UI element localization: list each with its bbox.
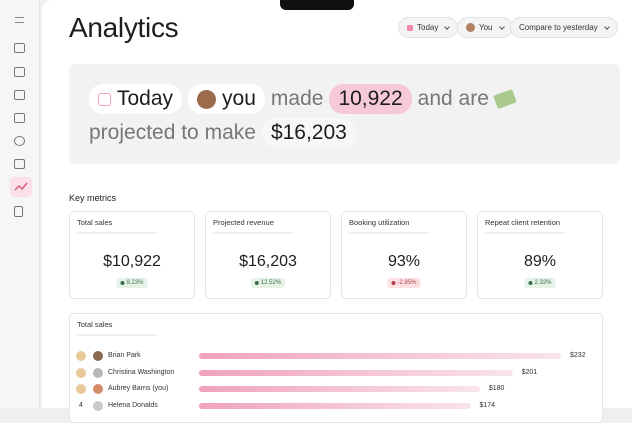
avatar xyxy=(93,384,103,394)
change-text: 2.32% xyxy=(534,280,552,286)
date-text: Today xyxy=(117,87,174,110)
summary-banner: Today you made 10,922 and are projected … xyxy=(69,64,620,164)
card-title: Repeat client retention xyxy=(485,218,561,227)
person-chip: you xyxy=(188,84,265,114)
date-filter[interactable]: Today xyxy=(398,17,459,38)
staff-name: Christina Washington xyxy=(108,368,175,376)
metric-value: 93% xyxy=(387,253,421,270)
metric-card: Projected revenue $16,203 12.52% xyxy=(205,211,331,299)
summary-text: projected to make xyxy=(89,121,256,144)
menu-icon[interactable] xyxy=(15,17,24,23)
sales-value: $174 xyxy=(479,401,496,409)
person-text: you xyxy=(222,87,256,110)
calendar-icon xyxy=(98,92,111,106)
divider xyxy=(349,232,429,234)
avatar xyxy=(93,367,103,378)
book-icon[interactable] xyxy=(14,90,25,100)
sales-value: $201 xyxy=(521,368,538,376)
filter-label: You xyxy=(479,23,493,32)
filter-label: Compare to yesterday xyxy=(519,23,598,32)
caret xyxy=(603,23,610,30)
section-title: Key metrics xyxy=(69,193,117,203)
person-filter[interactable]: You xyxy=(457,17,513,38)
rank-medal xyxy=(76,351,86,361)
rank-medal xyxy=(76,367,86,378)
date-chip: Today xyxy=(89,84,183,114)
rank-medal xyxy=(76,384,86,394)
amount-chip: 10,922 xyxy=(329,84,412,114)
team-icon[interactable] xyxy=(14,136,25,146)
rank: 4 xyxy=(79,401,83,409)
date-dot xyxy=(407,24,413,31)
clients-icon[interactable] xyxy=(14,67,25,77)
staff-name: Aubrey Barns (you) xyxy=(108,385,169,392)
change-text: 9.23% xyxy=(126,280,144,286)
sales-row: Aubrey Barns (you) $180 xyxy=(70,383,604,395)
trend-icon xyxy=(528,281,533,285)
sales-bar xyxy=(199,386,480,392)
sales-row: 4 Helena Donalds $174 xyxy=(70,400,604,412)
change-badge: 12.52% xyxy=(250,278,286,288)
avatar xyxy=(93,351,103,361)
camera-notch xyxy=(280,0,354,10)
summary-line: Today you made 10,922 and are xyxy=(89,84,517,114)
divider xyxy=(213,232,293,234)
avatar xyxy=(197,89,217,109)
trend-icon xyxy=(254,281,259,285)
change-badge: 2.32% xyxy=(524,278,556,288)
marketing-icon[interactable] xyxy=(14,113,25,123)
caret xyxy=(444,23,451,30)
compare-filter[interactable]: Compare to yesterday xyxy=(510,17,618,38)
metric-card: Total sales $10,922 9.23% xyxy=(69,211,195,299)
divider xyxy=(77,334,157,336)
sales-bar xyxy=(199,369,513,376)
sales-value: $232 xyxy=(570,352,586,359)
avatar xyxy=(466,23,475,32)
metric-value: 89% xyxy=(523,253,557,270)
sales-row: Brian Park $232 xyxy=(70,350,604,362)
analytics-glyph xyxy=(14,182,28,191)
staff-name: Brian Park xyxy=(108,352,141,359)
reports-icon[interactable] xyxy=(14,206,23,217)
summary-text: made xyxy=(270,87,324,110)
metric-value: $16,203 xyxy=(239,253,297,270)
change-badge: -2.85% xyxy=(387,278,421,288)
page-title: Analytics xyxy=(69,12,179,43)
metric-card: Booking utilization 93% -2.85% xyxy=(341,211,467,299)
divider xyxy=(77,232,157,234)
metric-card: Repeat client retention 89% 2.32% xyxy=(477,211,603,299)
change-text: -2.85% xyxy=(397,280,417,286)
sales-bar xyxy=(199,353,561,359)
sales-bar xyxy=(199,402,471,409)
summary-line: projected to make $16,203 xyxy=(89,118,356,148)
projection-chip: $16,203 xyxy=(261,118,356,148)
trend-icon xyxy=(391,281,396,285)
staff-name: Helena Donalds xyxy=(108,401,158,409)
sales-value: $180 xyxy=(488,385,505,392)
avatar xyxy=(93,400,103,411)
sales-row: Christina Washington $201 xyxy=(70,367,604,379)
trend-icon xyxy=(120,281,125,285)
payments-icon[interactable] xyxy=(14,159,25,169)
metric-value: $10,922 xyxy=(103,253,161,270)
change-text: 12.52% xyxy=(260,280,282,286)
filter-label: Today xyxy=(417,23,439,32)
change-badge: 9.23% xyxy=(116,278,148,288)
summary-text: and are xyxy=(417,87,489,110)
total-sales-card: Total sales Brian Park $232 Christina Wash… xyxy=(69,313,603,423)
calendar-icon[interactable] xyxy=(14,43,25,53)
card-title: Total sales xyxy=(77,320,113,329)
card-title: Projected revenue xyxy=(213,218,274,227)
card-title: Total sales xyxy=(77,218,113,227)
sidebar xyxy=(0,0,40,408)
money-icon xyxy=(493,89,517,109)
caret xyxy=(498,23,505,30)
card-title: Booking utilization xyxy=(349,218,410,227)
divider xyxy=(485,232,565,234)
analytics-icon-active[interactable] xyxy=(10,177,32,197)
